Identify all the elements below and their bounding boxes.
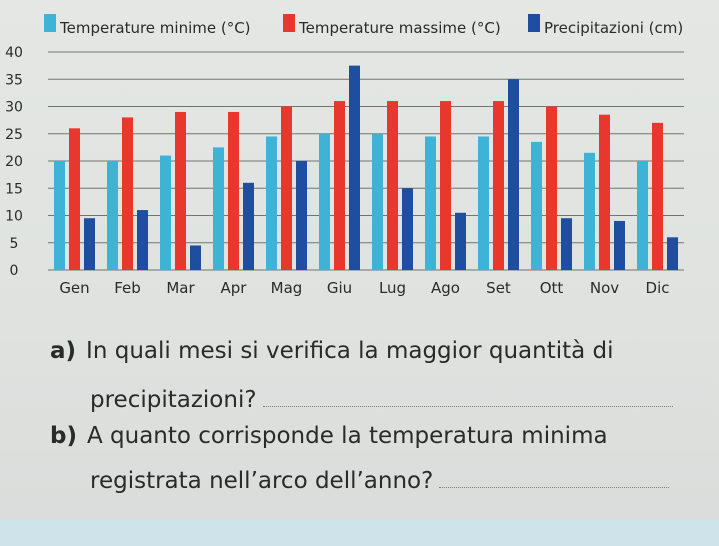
bar-giu-series-0 [319,133,330,270]
page-bottom-strip [0,520,719,546]
y-tick-label: 35 [5,72,23,88]
bar-apr-series-0 [213,147,224,270]
bar-ago-series-2 [455,212,466,270]
bar-set-series-0 [478,136,489,270]
bar-ott-series-1 [546,106,557,270]
y-tick-label: 25 [5,127,23,143]
question-a-line1: In quali mesi si verifica la maggior qua… [86,338,614,364]
y-axis-ticks: 0 5 10 15 20 25 30 35 40 [5,45,23,279]
x-category-label: Dic [646,279,670,297]
bar-gen-series-1 [69,128,80,270]
bar-set-series-1 [493,101,504,270]
bar-lug-series-1 [387,101,398,270]
bar-mag-series-1 [281,106,292,270]
legend-label: Temperature minime (°C) [59,19,251,37]
x-axis-categories: Gen Feb Mar Apr Mag Giu Lug Ago Set Ott Nov Dic [59,279,669,297]
x-category-label: Apr [221,279,248,297]
y-tick-label: 5 [10,236,19,252]
weather-bar-chart: Temperature minime (°C) Temperature massi… [5,14,684,297]
bar-mag-series-0 [266,136,277,270]
bar-nov-series-0 [584,152,595,270]
chart-bars [54,65,678,271]
bar-ott-series-0 [531,141,542,270]
y-tick-label: 40 [5,45,23,61]
legend-label: Precipitazioni (cm) [544,19,683,37]
chart-legend: Temperature minime (°C) Temperature massi… [44,14,683,37]
bar-dic-series-0 [637,161,648,270]
bar-feb-series-1 [122,117,133,271]
answer-line-b[interactable] [439,487,670,488]
bar-gen-series-0 [54,161,65,270]
bar-gen-series-2 [84,218,95,270]
x-category-label: Giu [327,279,352,297]
bar-mar-series-2 [190,245,201,270]
bar-feb-series-0 [107,161,118,270]
answer-line-a[interactable] [262,406,673,407]
y-tick-label: 20 [5,154,23,170]
bar-ago-series-1 [440,101,451,270]
question-a-continued: precipitazioni? [90,389,673,412]
bar-apr-series-2 [243,182,254,270]
legend-swatch [528,14,540,32]
question-a-label: a) [50,338,77,364]
legend-swatch [44,14,56,32]
y-tick-label: 10 [5,209,23,225]
x-category-label: Nov [590,279,619,297]
x-category-label: Ott [540,279,564,297]
y-tick-label: 30 [5,100,23,116]
bar-giu-series-1 [334,101,345,270]
bar-lug-series-2 [402,188,413,270]
question-a-line2: precipitazioni? [90,387,257,413]
bar-lug-series-0 [372,133,383,270]
x-category-label: Feb [114,279,141,297]
bar-mar-series-1 [175,111,186,270]
x-category-label: Set [486,279,511,297]
y-tick-label: 0 [10,263,19,279]
bar-nov-series-2 [614,220,625,270]
bar-nov-series-1 [599,114,610,270]
question-b-line1: A quanto corrisponde la temperatura mini… [86,423,608,449]
bar-mar-series-0 [160,155,171,270]
question-b-label: b) [50,423,77,449]
y-tick-label: 15 [5,181,23,197]
question-b-continued: registrata nell’arco dell’anno? [90,468,670,494]
x-category-label: Lug [379,279,406,297]
bar-dic-series-1 [652,122,663,270]
x-category-label: Gen [59,279,89,297]
question-b-line2: registrata nell’arco dell’anno? [90,468,434,494]
question-b: b) A quanto corrisponde la temperatura mi… [50,425,608,448]
bar-giu-series-2 [349,65,360,270]
bar-mag-series-2 [296,161,307,270]
bar-apr-series-1 [228,111,239,270]
bar-feb-series-2 [137,210,148,270]
bar-set-series-2 [508,79,519,270]
legend-label: Temperature massime (°C) [298,19,501,37]
chart-grid [48,51,684,271]
bar-ago-series-0 [425,136,436,270]
legend-swatch [283,14,295,32]
bar-dic-series-2 [667,237,678,270]
x-category-label: Ago [431,279,460,297]
bar-ott-series-2 [561,218,572,270]
x-category-label: Mar [166,279,195,297]
x-category-label: Mag [271,279,303,297]
question-a: a) In quali mesi si verifica la maggior q… [50,340,614,363]
